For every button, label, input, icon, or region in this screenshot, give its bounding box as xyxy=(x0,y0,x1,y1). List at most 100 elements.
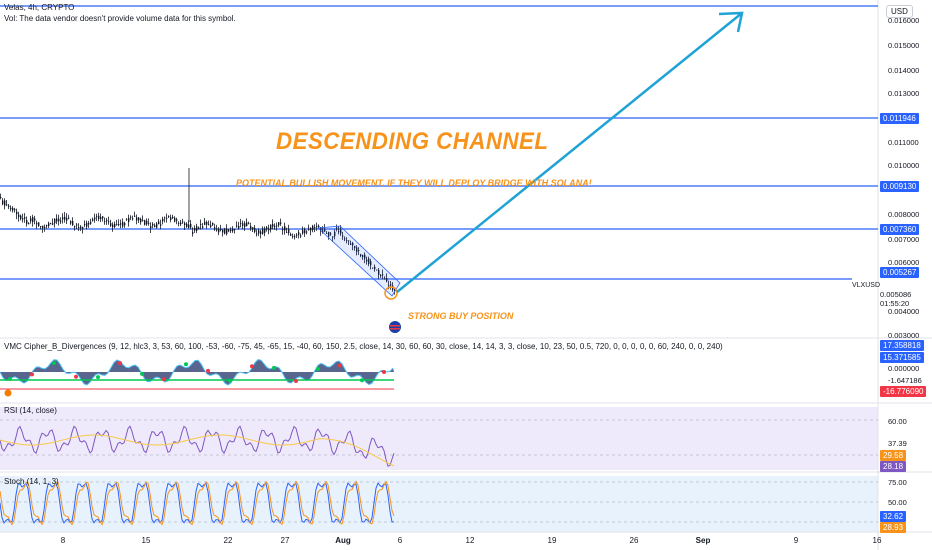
stoch-value-badge: 32.62 xyxy=(880,511,907,522)
time-axis-label: 9 xyxy=(793,536,799,545)
cipher-signal-dot xyxy=(184,362,188,367)
price-candle-body xyxy=(280,222,282,224)
price-candle-body xyxy=(172,216,174,219)
price-candle-body xyxy=(282,229,284,231)
price-candle-body xyxy=(182,221,184,223)
cipher-signal-dot xyxy=(52,361,56,366)
price-candle-body xyxy=(326,233,328,234)
price-candle-body xyxy=(350,243,352,245)
price-candle-body xyxy=(4,200,6,206)
price-candle-body xyxy=(190,223,192,228)
price-candle-body xyxy=(112,224,114,228)
price-candle-body xyxy=(232,228,234,232)
price-tick-label: 0.007000 xyxy=(888,235,920,244)
currency-selector[interactable]: USD xyxy=(886,5,913,18)
price-candle-body xyxy=(42,225,44,229)
rsi-value-badge: 28.18 xyxy=(880,461,907,472)
price-candle-body xyxy=(368,258,370,265)
price-candle-body xyxy=(40,226,42,227)
price-candle-body xyxy=(212,222,214,225)
price-candle-body xyxy=(210,225,212,228)
price-candle-body xyxy=(28,223,30,225)
price-candle-body xyxy=(68,217,70,219)
price-tick-label: 0.006000 xyxy=(888,258,920,267)
price-candle-body xyxy=(270,224,272,230)
price-candle-body xyxy=(152,223,154,226)
price-candle-body xyxy=(134,215,136,217)
price-candle-body xyxy=(158,221,160,225)
price-candle-body xyxy=(20,215,22,219)
time-axis-label: 15 xyxy=(141,536,151,545)
annotation-title: DESCENDING CHANNEL xyxy=(276,128,549,155)
stoch-pane-title[interactable]: Stoch (14, 1, 3) xyxy=(4,477,59,486)
price-candle-body xyxy=(266,227,268,229)
price-candle-body xyxy=(240,222,242,224)
price-candle-body xyxy=(124,223,126,226)
price-candle-body xyxy=(332,236,334,238)
stoch-tick-label: 50.00 xyxy=(888,498,907,507)
price-candle-body xyxy=(90,221,92,224)
time-axis-label: 26 xyxy=(629,536,639,545)
cipher-signal-dot xyxy=(316,366,320,371)
price-candle-body xyxy=(16,211,18,215)
us-flag-stripe xyxy=(390,328,400,330)
price-candle-body xyxy=(352,242,354,246)
time-axis-label: 19 xyxy=(547,536,557,545)
stoch-tick-label: 75.00 xyxy=(888,478,907,487)
last-price-info: 0.005086 01:55:20 xyxy=(880,290,911,308)
stoch-k-line xyxy=(0,482,395,524)
price-candle-body xyxy=(140,218,142,223)
rsi-line xyxy=(0,425,395,467)
cipher-value-label: 17.358818 xyxy=(880,340,924,351)
volume-note: Vol: The data vendor doesn't provide vol… xyxy=(4,14,236,23)
price-candle-body xyxy=(268,229,270,231)
price-candle-body xyxy=(108,221,110,223)
cipher-pane-title[interactable]: VMC Cipher_B_Divergences (9, 12, hlc3, 3… xyxy=(4,342,723,351)
price-candle-body xyxy=(92,219,94,221)
price-candle-body xyxy=(184,223,186,226)
price-candle-body xyxy=(378,269,380,275)
cipher-signal-dot xyxy=(8,377,12,382)
price-candle-body xyxy=(48,223,50,226)
cipher-value-label: -16.776090 xyxy=(880,386,927,397)
price-candle-body xyxy=(186,223,188,228)
price-tick-label: 0.008000 xyxy=(888,210,920,219)
cipher-divergence-dot xyxy=(4,389,12,397)
price-tick-label: 0.014000 xyxy=(888,66,920,75)
stoch-d-line xyxy=(0,480,395,526)
price-candle-body xyxy=(168,215,170,217)
price-candle-body xyxy=(146,220,148,225)
price-candle-body xyxy=(196,226,198,231)
time-axis-label: 22 xyxy=(223,536,233,545)
price-candle-body xyxy=(248,222,250,224)
us-flag-stripe xyxy=(390,325,400,327)
price-candle-body xyxy=(0,197,2,198)
price-candle-body xyxy=(14,209,16,211)
price-candle-body xyxy=(166,217,168,219)
price-candle-body xyxy=(358,250,360,252)
price-candle-body xyxy=(306,231,308,233)
price-candle-body xyxy=(256,233,258,235)
time-axis-label: 8 xyxy=(60,536,66,545)
price-candle-body xyxy=(294,236,296,238)
price-candle-body xyxy=(10,207,12,210)
price-candle-body xyxy=(164,217,166,219)
cipher-signal-dot xyxy=(118,361,122,366)
price-candle-body xyxy=(260,231,262,234)
price-candle-body xyxy=(324,229,326,232)
bar-countdown: 01:55:20 xyxy=(880,299,910,308)
price-candle-body xyxy=(206,222,208,225)
price-candle-body xyxy=(250,226,252,229)
price-candle-body xyxy=(262,229,264,234)
symbol-label: VLXUSD xyxy=(852,282,881,289)
price-candle-body xyxy=(96,216,98,218)
price-candle-body xyxy=(208,223,210,225)
price-candle-body xyxy=(330,233,332,235)
price-candle-body xyxy=(302,230,304,234)
price-candle-body xyxy=(154,225,156,228)
price-tick-label: 0.013000 xyxy=(888,89,920,98)
price-candle-body xyxy=(72,221,74,226)
rsi-pane-title[interactable]: RSI (14, close) xyxy=(4,406,57,415)
price-candle-body xyxy=(56,218,58,222)
